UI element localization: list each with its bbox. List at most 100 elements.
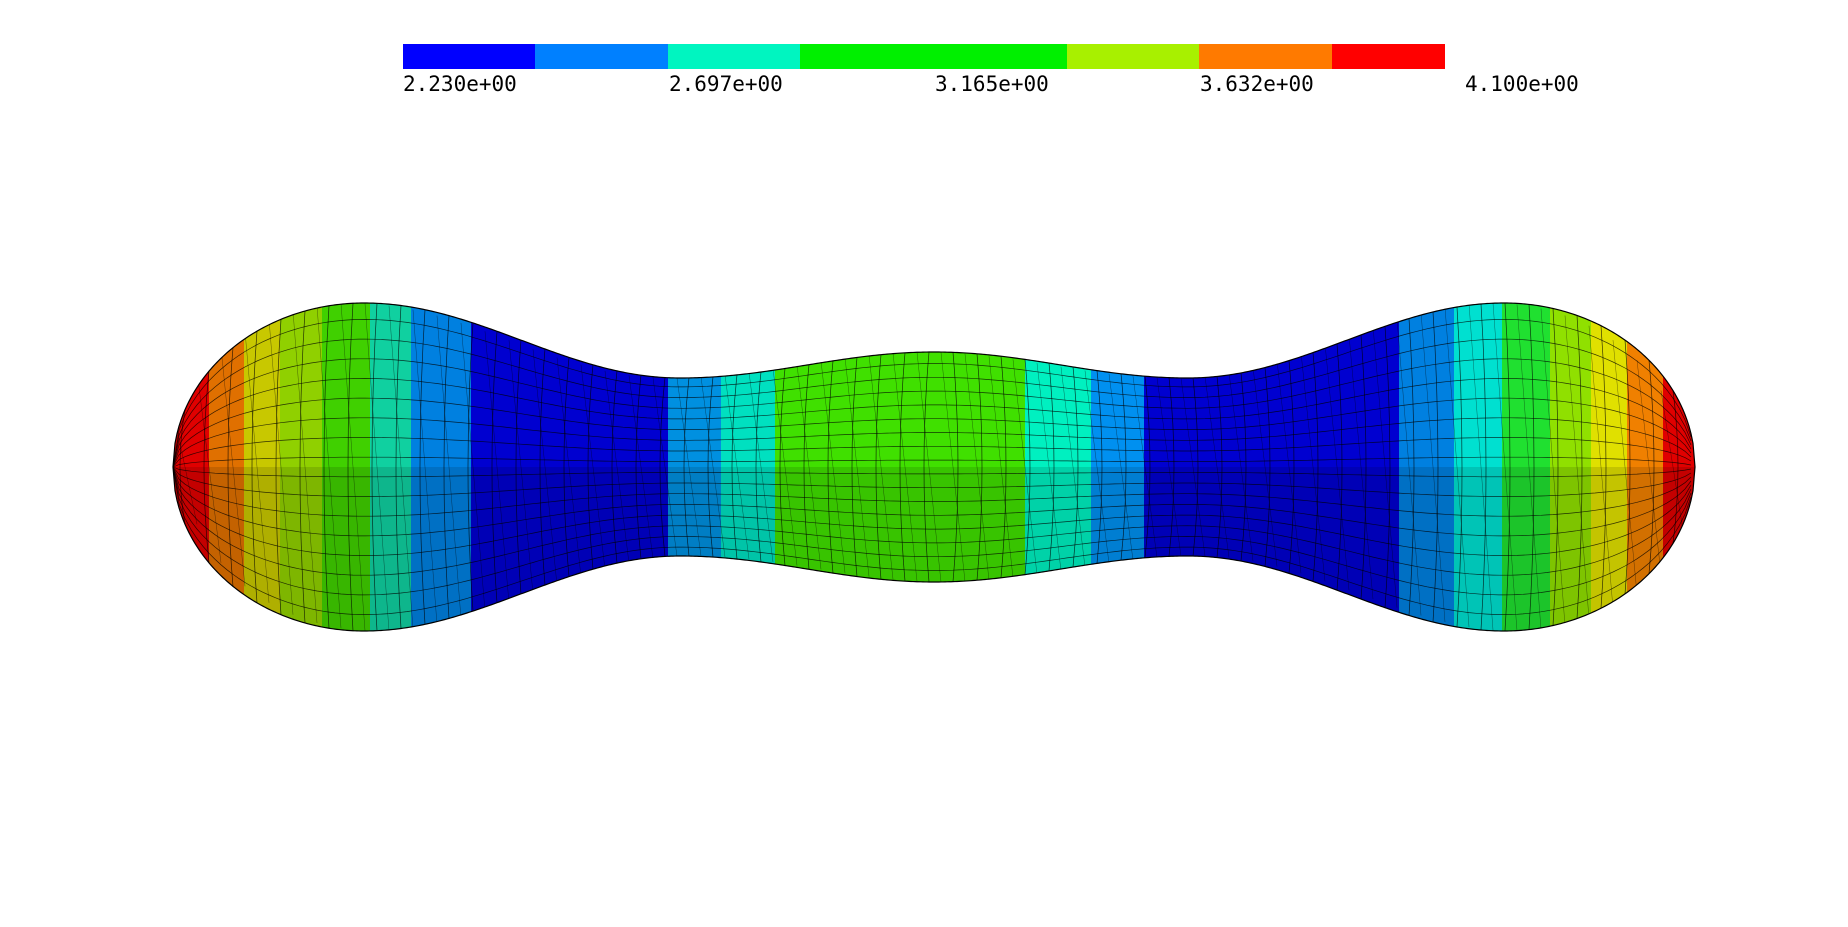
color-band xyxy=(244,303,281,631)
mesh-line xyxy=(1072,366,1079,568)
mesh-line xyxy=(1612,340,1638,594)
mesh-line xyxy=(179,409,186,525)
mesh-line xyxy=(803,364,810,570)
colorbar-label: 2.697e+00 xyxy=(669,72,783,96)
mesh-line xyxy=(371,303,378,631)
mesh-line xyxy=(604,370,630,564)
mesh-line xyxy=(1420,311,1446,623)
mesh-line xyxy=(700,376,726,558)
mesh-line xyxy=(899,352,906,582)
mesh-line xyxy=(964,353,990,581)
mesh-line xyxy=(316,305,342,629)
mesh-line xyxy=(347,303,354,631)
mesh-line xyxy=(976,353,983,581)
mesh-line xyxy=(275,319,282,615)
colorbar: 2.230e+00 2.697e+00 3.165e+00 3.632e+00 … xyxy=(403,44,1579,96)
mesh-line xyxy=(1288,360,1295,574)
mesh-line xyxy=(683,377,690,557)
mesh-line xyxy=(1120,373,1127,561)
mesh-line xyxy=(779,368,786,566)
mesh-line xyxy=(731,374,738,560)
mesh-line xyxy=(1144,376,1151,558)
mesh-line xyxy=(851,357,858,577)
mesh-line xyxy=(611,370,618,564)
mesh-line xyxy=(659,377,666,557)
mesh-line xyxy=(1108,373,1134,561)
mesh-line xyxy=(587,364,594,570)
mesh-line xyxy=(676,377,702,557)
mesh-line xyxy=(323,305,330,629)
mesh-line xyxy=(940,352,966,582)
mesh-line xyxy=(196,371,222,563)
mesh-line xyxy=(1504,303,1511,631)
mesh-line xyxy=(868,354,894,580)
mesh-line xyxy=(268,319,294,615)
color-band xyxy=(322,303,371,631)
mesh-line xyxy=(1384,326,1391,608)
mesh-line xyxy=(556,357,582,577)
mesh-line xyxy=(173,378,1692,468)
mesh-line xyxy=(1372,326,1398,608)
colorbar-band xyxy=(1067,44,1200,69)
mesh-line xyxy=(1264,367,1271,567)
mesh-line xyxy=(1588,325,1614,609)
mesh-line xyxy=(827,360,834,574)
colorbar-band xyxy=(1199,44,1333,69)
mesh-line xyxy=(1228,372,1254,562)
mesh-line xyxy=(1660,390,1686,544)
mesh-line xyxy=(173,338,1692,468)
mesh-line xyxy=(1444,307,1470,627)
color-band xyxy=(1399,303,1455,631)
color-band xyxy=(280,303,323,631)
mesh-line xyxy=(1216,376,1223,558)
mesh-line xyxy=(1156,377,1182,557)
mesh-line xyxy=(1276,360,1302,574)
mesh-line xyxy=(820,360,846,574)
mesh-line xyxy=(1000,356,1007,578)
mesh-line xyxy=(952,352,959,582)
mesh-line xyxy=(1324,343,1350,591)
colorbar-band xyxy=(403,44,536,69)
mesh-line xyxy=(1576,315,1583,619)
mesh-line xyxy=(652,377,678,557)
mesh-line xyxy=(173,466,1692,576)
mesh-line xyxy=(628,375,654,559)
mesh-line xyxy=(1180,377,1206,557)
mesh-line xyxy=(1024,359,1031,575)
mesh-line xyxy=(1648,360,1655,574)
mesh-line xyxy=(436,315,462,619)
mesh-line xyxy=(484,331,510,603)
mesh-line xyxy=(875,354,882,580)
mesh-line xyxy=(748,371,774,563)
mesh-line xyxy=(173,397,1692,468)
mesh-line xyxy=(220,347,246,587)
colorbar-band xyxy=(800,44,1068,69)
mesh-line xyxy=(1132,376,1158,558)
mesh-line xyxy=(772,368,798,566)
mesh-line xyxy=(1468,303,1494,631)
mesh-line xyxy=(388,305,414,629)
mesh-line xyxy=(292,311,318,623)
mesh-line xyxy=(1060,366,1086,568)
mesh-line xyxy=(916,351,942,583)
mesh-line xyxy=(173,358,1692,468)
colorbar-band xyxy=(668,44,801,69)
mesh-line xyxy=(443,315,450,619)
mesh-line xyxy=(1048,363,1055,571)
mesh-line xyxy=(508,340,534,594)
mesh-line xyxy=(1396,318,1422,616)
mesh-line xyxy=(1636,360,1662,574)
mesh-line xyxy=(203,371,210,563)
colorbar-label: 3.632e+00 xyxy=(1200,72,1314,96)
mesh-line xyxy=(1528,304,1535,630)
mesh-line xyxy=(724,374,750,560)
mesh-line xyxy=(173,466,1692,615)
mesh-line xyxy=(1312,352,1319,582)
mesh-line xyxy=(173,466,1692,556)
mesh-line xyxy=(1300,352,1326,582)
mesh-line xyxy=(635,375,642,559)
mesh-line xyxy=(1564,315,1590,619)
mesh-line xyxy=(173,466,1692,517)
mesh-line xyxy=(1432,311,1439,623)
